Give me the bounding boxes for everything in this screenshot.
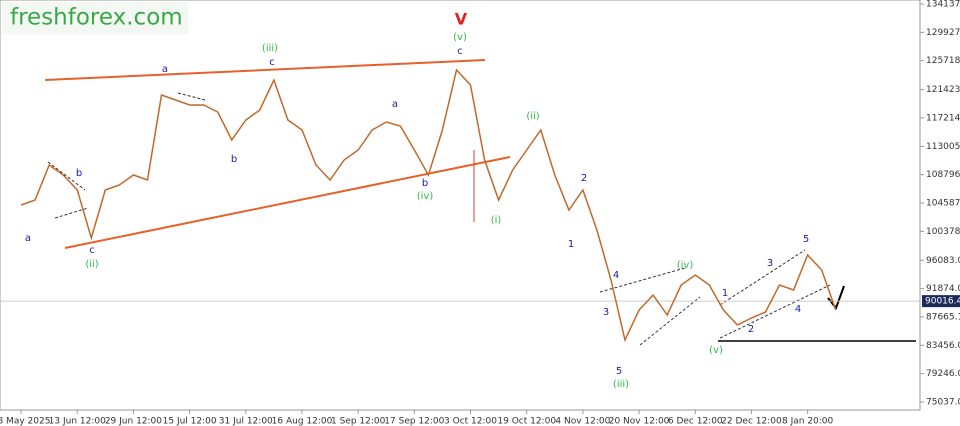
y-tick-label: 83456.00: [926, 341, 960, 351]
wave-label: a: [392, 99, 398, 110]
y-tick-label: 79246.00: [926, 369, 960, 379]
wave-label: 4: [613, 270, 619, 281]
y-tick-label: 87665.10: [926, 312, 960, 322]
wave-label: V: [455, 10, 468, 29]
wave-label: 2: [748, 324, 754, 335]
x-tick-label: 22 Dec 12:00: [721, 417, 782, 426]
y-tick-label: 121423.00: [926, 85, 960, 95]
wave-label: b: [231, 154, 237, 165]
wave-label: (ii): [526, 111, 539, 122]
x-tick-label: 3 Oct 12:00: [444, 417, 497, 426]
y-tick-label: 113005.00: [926, 142, 960, 152]
wave-label: (iv): [677, 260, 694, 271]
wave-label: 4: [795, 304, 801, 315]
wave-label: (iii): [262, 43, 278, 54]
logo: freshforex.com: [10, 5, 183, 31]
wave-label: 3: [767, 258, 773, 269]
wave-label: (i): [491, 215, 502, 226]
y-tick-label: 134137.00: [926, 0, 960, 10]
wave-label: 2: [581, 173, 587, 184]
x-tick-label: 16 Aug 12:00: [272, 417, 333, 426]
logo-box: [2, 2, 188, 34]
x-tick-label: 8 Jan 20:00: [782, 417, 834, 426]
y-tick-label: 104587.00: [926, 199, 960, 209]
wave-label: 1: [568, 239, 574, 250]
y-tick-label: 75037.00: [926, 398, 960, 408]
wave-label: (iii): [613, 379, 629, 390]
wave-label: (iv): [417, 191, 434, 202]
x-tick-label: 1 Sep 12:00: [331, 417, 386, 426]
wave-label: (v): [453, 32, 467, 43]
y-tick-label: 125718.00: [926, 56, 960, 66]
wave-label: a: [162, 64, 168, 75]
wave-label: c: [89, 245, 95, 256]
wave-label: 5: [616, 366, 622, 377]
current-price-box: [922, 295, 960, 308]
wave-label: b: [422, 178, 428, 189]
trend-line: [64, 156, 511, 249]
wave-label: (ii): [85, 259, 98, 270]
y-tick-label: 117214.00: [926, 113, 960, 123]
wave-label: a: [25, 233, 31, 244]
wave-label: c: [457, 46, 463, 57]
y-tick-label: 91874.00: [926, 284, 960, 294]
x-tick-label: 13 Jun 12:00: [49, 417, 106, 426]
wave-label: (v): [709, 345, 723, 356]
wave-label: 1: [722, 288, 728, 299]
wave-label: b: [76, 168, 82, 179]
x-tick-label: 4 Nov 12:00: [555, 417, 610, 426]
x-tick-label: 6 Dec 12:00: [668, 417, 723, 426]
y-tick-label: 129927.00: [926, 28, 960, 38]
current-price-label: 90016.40: [925, 297, 960, 307]
price-line: [20, 68, 837, 343]
x-tick-label: 31 Jul 12:00: [219, 417, 273, 426]
x-tick-label: 28 May 2025: [0, 417, 50, 426]
channel-lines: [47, 92, 831, 346]
x-tick-label: 15 Jul 12:00: [163, 417, 217, 426]
x-tick-label: 29 Jun 12:00: [105, 417, 162, 426]
wave-label: 5: [803, 234, 809, 245]
plot-frame: [0, 0, 921, 411]
x-tick-label: 17 Sep 12:00: [384, 417, 444, 426]
wave-label: 3: [603, 307, 609, 318]
x-tick-label: 20 Nov 12:00: [609, 417, 670, 426]
x-tick-label: 19 Oct 12:00: [497, 417, 556, 426]
y-tick-label: 96083.00: [926, 256, 960, 266]
trend-line: [44, 59, 486, 81]
wave-label: c: [269, 57, 275, 68]
y-tick-label: 100378.00: [926, 227, 960, 237]
y-tick-label: 108796.00: [926, 170, 960, 180]
